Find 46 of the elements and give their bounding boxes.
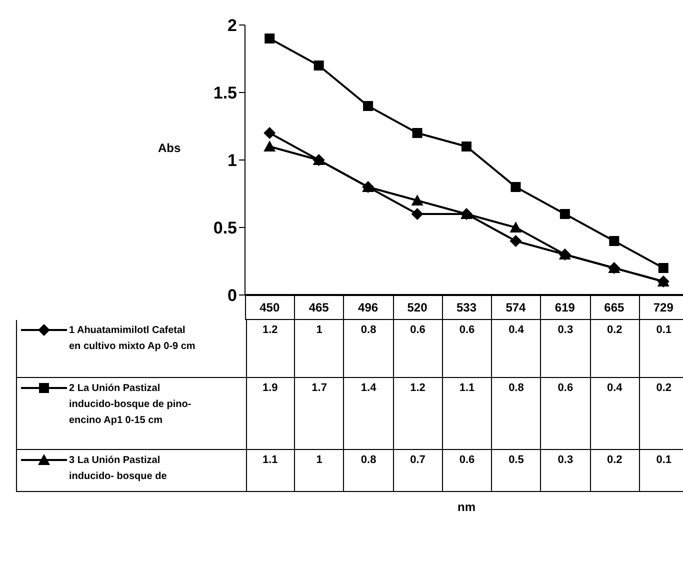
data-label: 0.2 [590,320,640,377]
legend-label: 3 La Unión Pastizal inducido- bosque de [69,454,168,484]
data-label: 1.1 [246,450,296,491]
data-label: 0.1 [640,450,683,491]
data-label: 0.3 [541,320,591,377]
data-label: 1.4 [344,378,394,449]
data-label: 1.2 [246,320,296,377]
data-label: 0.8 [344,320,394,377]
data-label: 0.4 [492,320,542,377]
legend-label: 1 Ahuatamimilotl Cafetal en cultivo mixto Ap 0-9 cm [69,324,196,354]
data-label: 0.3 [541,450,591,491]
y-tick-label: 2 [228,16,237,36]
data-label: 0.2 [640,378,683,449]
text: nm [456,500,476,514]
data-label: 0.4 [590,378,640,449]
x-tick-label: 465 [308,300,330,315]
x-tick-label: 533 [456,300,477,315]
legend-label: 2 La Unión Pastizal inducido-bosque de pino-encino Ap1 0-15 cm [69,382,192,428]
data-label: 0.8 [344,450,394,491]
data-label: 1 [295,450,344,491]
data-label: 1.9 [246,378,296,449]
data-label: 0.5 [492,450,542,491]
data-label: 0.8 [492,378,542,449]
y-tick-label: 0.5 [213,218,237,238]
data-label: 0.6 [394,320,443,377]
y-tick-label: 1.5 [213,84,237,103]
data-label: 0.2 [590,450,640,491]
data-label: 1 [295,320,344,377]
x-tick-label: 520 [407,300,428,315]
x-tick-label: 450 [260,300,280,315]
data-label: 0.6 [442,320,492,377]
data-label: 0.1 [640,320,683,377]
x-tick-label: 496 [358,300,378,315]
data-label: 0.6 [442,450,492,491]
x-tick-label: 574 [506,300,526,315]
x-tick-label: 619 [554,300,576,315]
data-label: 1.1 [442,378,492,449]
data-label: 1.2 [394,378,443,449]
data-label: 0.7 [394,450,443,491]
x-tick-label: 665 [604,300,624,315]
y-tick-label: 0 [228,286,237,306]
data-label: 1.7 [295,378,344,449]
data-label: 0.6 [541,378,591,449]
x-tick-label: 729 [653,300,674,315]
y-tick-label: 1 [228,151,237,170]
y-axis-title: Abs [158,141,181,156]
